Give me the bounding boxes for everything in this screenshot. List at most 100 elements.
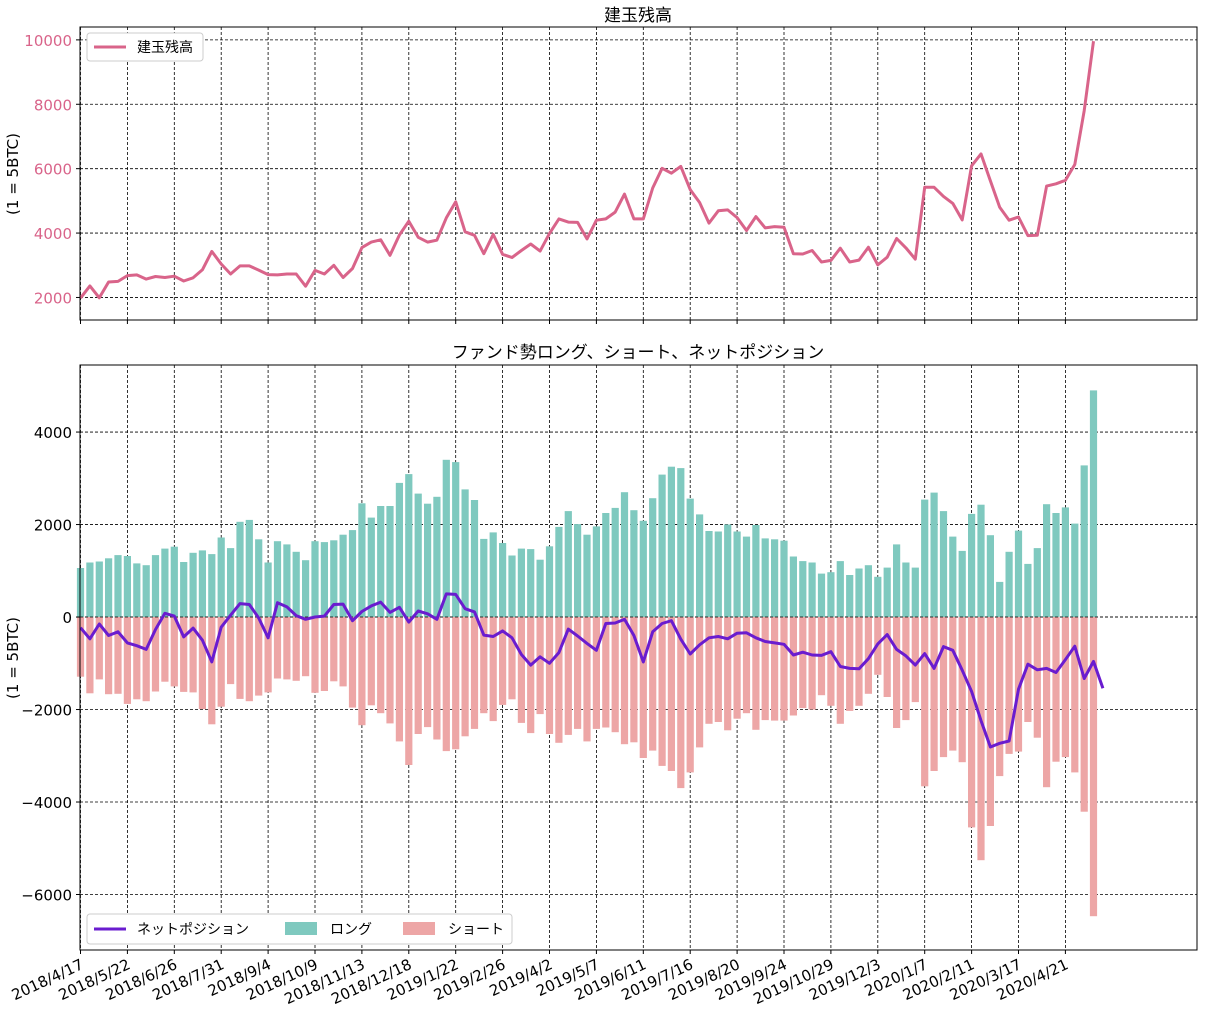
bar-short <box>1024 617 1032 722</box>
bar-short <box>86 617 94 694</box>
bar-long <box>452 462 460 617</box>
bar-long <box>1089 390 1098 617</box>
axes-frame <box>79 26 1198 321</box>
bar-short <box>489 617 497 722</box>
bar-short <box>283 617 291 680</box>
bar-short <box>545 617 554 734</box>
bar-short <box>564 617 572 735</box>
bar-short <box>395 617 403 742</box>
bar-short <box>517 617 525 723</box>
bar-long <box>771 539 779 617</box>
bar-short <box>480 617 488 714</box>
chart-open-interest: 建玉残高 2000 4000 6000 8000 10000 (1 = 5BTC) 建玉… <box>4 6 1198 324</box>
bar-long <box>808 562 816 618</box>
bar-short <box>348 617 357 708</box>
bar-long <box>461 489 469 617</box>
bar-short <box>780 617 788 721</box>
bar-short <box>789 617 797 716</box>
bar-long <box>949 536 957 618</box>
bar-long <box>236 521 244 618</box>
bar-short <box>808 617 816 710</box>
bar-long <box>377 506 385 617</box>
bar-long <box>1080 465 1088 618</box>
bar-short <box>114 617 122 694</box>
bar-short <box>442 617 450 752</box>
bar-short <box>1043 617 1051 788</box>
bar-short <box>799 617 807 709</box>
bar-short <box>677 617 685 789</box>
bar-short <box>696 617 704 748</box>
chart-fund-positions: ファンド勢ロング、ショート、ネットポジション −6000 −4000 −2000 0 2… <box>4 343 1198 1008</box>
bar-long <box>564 511 572 617</box>
bar-short <box>339 617 347 687</box>
bar-long <box>686 498 694 617</box>
bar-long <box>817 573 826 618</box>
bar-short <box>1080 617 1088 812</box>
bar-long <box>733 531 741 618</box>
bar-short <box>949 617 957 751</box>
bar-long <box>1061 507 1069 617</box>
x-axis: 2018/4/172018/5/222018/6/262018/7/312018… <box>9 950 1071 1008</box>
bar-long <box>724 524 732 617</box>
bar-long <box>977 504 985 618</box>
bars <box>76 390 1197 917</box>
bar-short <box>123 617 131 704</box>
bar-short <box>714 617 722 722</box>
y-axis-label: (1 = 5BTC) <box>4 617 22 699</box>
bar-long <box>574 524 582 618</box>
y-tick-label: 4000 <box>34 424 72 442</box>
bar-short <box>620 617 629 745</box>
bar-short <box>836 617 844 724</box>
bar-short <box>1071 617 1079 773</box>
bar-short <box>330 617 338 682</box>
bar-short <box>292 617 300 681</box>
bar-short <box>217 617 225 707</box>
bar-short <box>302 617 310 677</box>
bar-short <box>236 617 244 699</box>
bar-short <box>433 617 441 740</box>
bar-short <box>996 617 1004 777</box>
bar-long <box>217 537 225 617</box>
bar-long <box>367 517 375 617</box>
bar-long <box>358 503 366 618</box>
bar-short <box>377 617 385 714</box>
bar-short <box>227 617 235 685</box>
bar-short <box>1061 617 1069 758</box>
bar-long <box>752 525 760 617</box>
bar-long <box>545 546 554 618</box>
y-tick-label: 6000 <box>34 161 72 179</box>
bar-short <box>470 617 479 729</box>
bar-long <box>658 474 666 617</box>
bar-long <box>273 541 282 617</box>
bar-long <box>911 567 919 618</box>
bar-long <box>630 510 638 617</box>
bar-long <box>161 548 169 617</box>
legend-label-net-position: ネットポジション <box>137 922 249 938</box>
bar-short <box>658 617 666 766</box>
bar-short <box>742 617 751 714</box>
bar-long <box>95 561 103 617</box>
series-line-net-position <box>79 592 1105 749</box>
bar-short <box>611 617 619 733</box>
bar-short <box>95 617 103 680</box>
bar-short <box>733 617 741 719</box>
bar-short <box>245 617 253 702</box>
y-axis-label: (1 = 5BTC) <box>4 133 22 215</box>
bar-long <box>583 534 591 617</box>
y-tick-label: 10000 <box>24 32 72 50</box>
bar-long <box>639 520 647 617</box>
bar-long <box>489 532 497 617</box>
bar-long <box>799 561 807 618</box>
bar-short <box>151 617 160 692</box>
bar-long <box>170 546 178 617</box>
bar-long <box>1033 548 1041 617</box>
bar-short <box>592 617 600 729</box>
bar-short <box>1033 617 1041 738</box>
net-position-line <box>79 592 1105 749</box>
legend-swatch-short <box>403 922 435 935</box>
legend-label-long: ロング <box>330 922 372 938</box>
bar-long <box>405 474 413 617</box>
bar-short <box>1014 617 1023 752</box>
bar-short <box>977 617 985 861</box>
